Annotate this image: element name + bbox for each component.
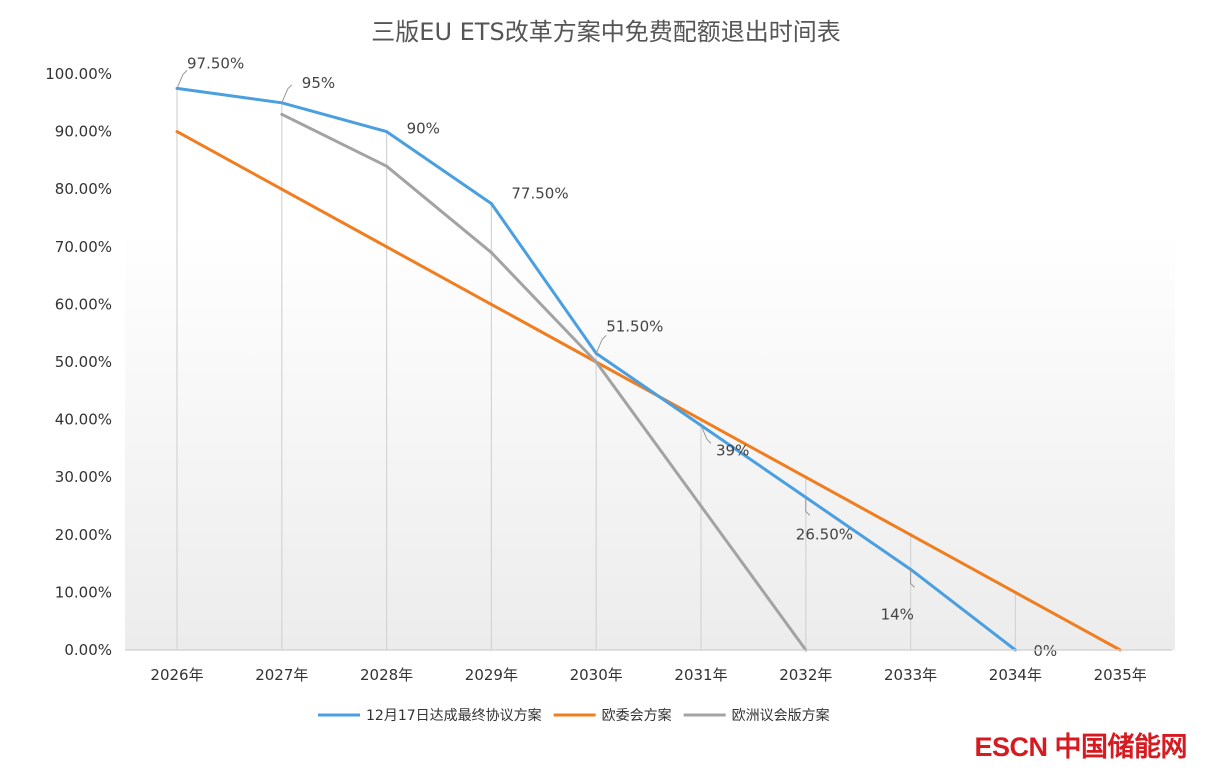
data-label: 39% (716, 441, 749, 459)
y-tick-label: 0.00% (64, 641, 112, 659)
y-tick-label: 50.00% (55, 353, 112, 371)
logo-name: 中国储能网 (1054, 732, 1188, 762)
data-point (385, 164, 389, 168)
y-tick-label: 70.00% (55, 238, 112, 256)
y-tick-label: 90.00% (55, 123, 112, 141)
escn-logo: ESCN 中国储能网 (974, 725, 1187, 764)
x-tick-label: 2029年 (465, 666, 518, 684)
leader-line (805, 497, 811, 516)
plot-background (125, 230, 1175, 650)
data-label: 51.50% (606, 317, 663, 335)
data-point (489, 302, 493, 306)
y-tick-label: 10.00% (55, 583, 112, 601)
y-tick-label: 20.00% (55, 526, 112, 544)
x-tick-label: 2030年 (570, 666, 623, 684)
data-point (1013, 590, 1017, 594)
data-point (489, 251, 493, 255)
y-tick-label: 30.00% (55, 468, 112, 486)
y-tick-label: 40.00% (55, 411, 112, 429)
data-label: 14% (881, 605, 914, 623)
x-tick-label: 2026年 (150, 666, 203, 684)
data-point (385, 245, 389, 249)
legend-label: 12月17日达成最终协议方案 (366, 707, 542, 724)
chart-title: 三版EU ETS改革方案中免费配额退出时间表 (371, 18, 840, 46)
y-tick-label: 100.00% (45, 65, 112, 83)
data-point (909, 533, 913, 537)
leader-line (176, 70, 188, 89)
series-line-2 (281, 112, 808, 651)
data-point (699, 418, 703, 422)
data-point (175, 130, 179, 134)
leader-line (700, 425, 712, 444)
data-point (699, 504, 703, 508)
x-tick-label: 2034年 (989, 666, 1042, 684)
data-point (280, 112, 284, 116)
leader-line (595, 335, 607, 354)
x-tick-label: 2028年 (360, 666, 413, 684)
data-point (489, 202, 493, 206)
x-tick-label: 2027年 (255, 666, 308, 684)
leader-line (910, 569, 915, 588)
data-label: 97.50% (187, 54, 244, 72)
data-label: 95% (302, 74, 335, 92)
data-point (385, 130, 389, 134)
legend-label: 欧洲议会版方案 (732, 707, 830, 724)
data-label: 90% (407, 120, 440, 138)
data-label: 77.50% (511, 185, 568, 203)
x-tick-label: 2033年 (884, 666, 937, 684)
x-tick-label: 2031年 (674, 666, 727, 684)
y-tick-label: 60.00% (55, 295, 112, 313)
data-point (804, 475, 808, 479)
data-label: 0% (1033, 642, 1057, 660)
legend-label: 欧委会方案 (602, 707, 672, 724)
leader-line (281, 84, 293, 103)
data-point (594, 360, 598, 364)
x-tick-label: 2032年 (779, 666, 832, 684)
data-label: 26.50% (796, 525, 853, 543)
x-tick-label: 2035年 (1094, 666, 1147, 684)
logo-brand: ESCN (974, 732, 1048, 762)
y-tick-label: 80.00% (55, 180, 112, 198)
data-point (280, 187, 284, 191)
